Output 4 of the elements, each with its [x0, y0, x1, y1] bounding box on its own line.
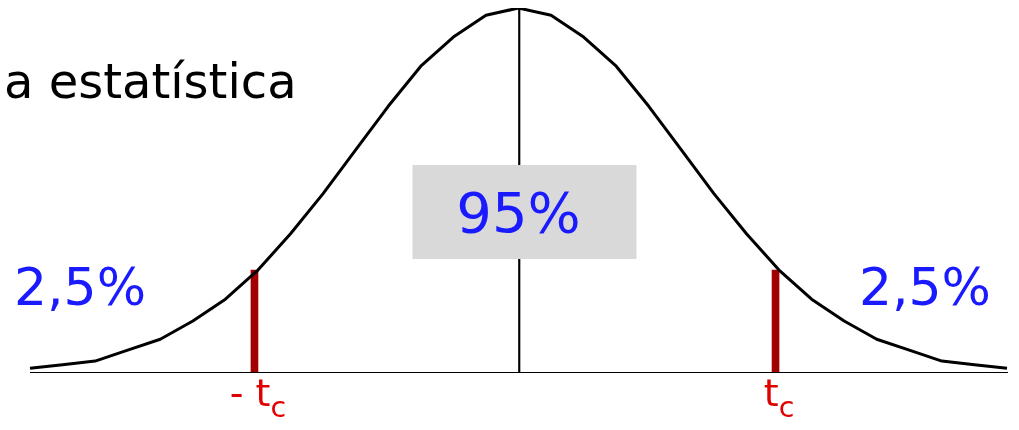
annotation: 2,5%	[858, 257, 991, 317]
annotation: 2,5%	[14, 257, 147, 317]
annotation: a estatística	[4, 53, 297, 109]
annotation: 95%	[456, 180, 581, 245]
